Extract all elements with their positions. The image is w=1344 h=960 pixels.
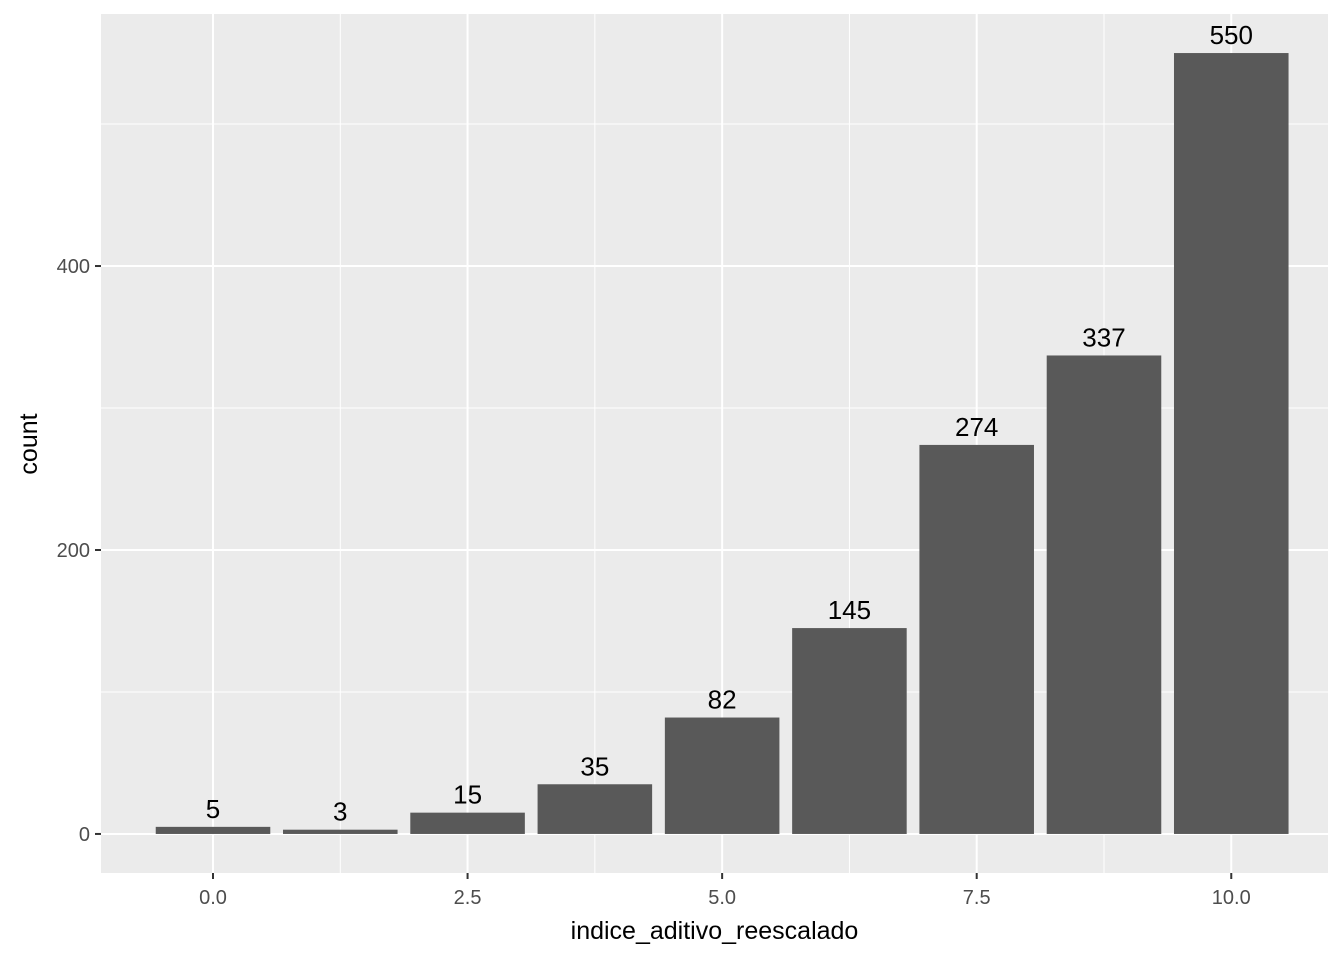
bar-value-label: 82 [708, 685, 737, 715]
x-axis-title: indice_aditivo_reescalado [571, 917, 859, 945]
bar [1173, 53, 1289, 834]
bar [155, 826, 271, 834]
x-tick-label: 7.5 [963, 887, 991, 909]
x-tick-label: 0.0 [199, 887, 227, 909]
bar [664, 717, 780, 834]
bar-value-label: 15 [453, 780, 482, 810]
y-axis-title: count [15, 413, 43, 474]
bar-value-label: 3 [333, 797, 347, 827]
y-tick-label: 400 [57, 256, 90, 278]
bar-value-label: 145 [828, 595, 871, 625]
y-tick-label: 200 [57, 540, 90, 562]
x-tick-label: 10.0 [1212, 887, 1251, 909]
bar [1046, 355, 1162, 834]
bar [792, 628, 907, 834]
bar-value-label: 550 [1210, 20, 1253, 50]
bar-value-label: 274 [955, 412, 998, 442]
bar-value-label: 337 [1082, 322, 1125, 352]
bars [155, 53, 1289, 834]
x-tick-label: 2.5 [454, 887, 482, 909]
bar-value-label: 5 [206, 794, 220, 824]
bar [410, 812, 525, 834]
bar-value-label: 35 [580, 751, 609, 781]
y-tick-label: 0 [79, 824, 90, 846]
bar [283, 829, 398, 834]
y-axis: 0 200 400 [57, 256, 101, 846]
x-axis: 0.0 2.5 5.0 7.5 10.0 [199, 873, 1251, 909]
x-tick-label: 5.0 [708, 887, 736, 909]
bar [537, 784, 653, 834]
bar [919, 444, 1034, 834]
data-labels: 5 3 15 35 82 145 274 337 550 [206, 20, 1253, 827]
